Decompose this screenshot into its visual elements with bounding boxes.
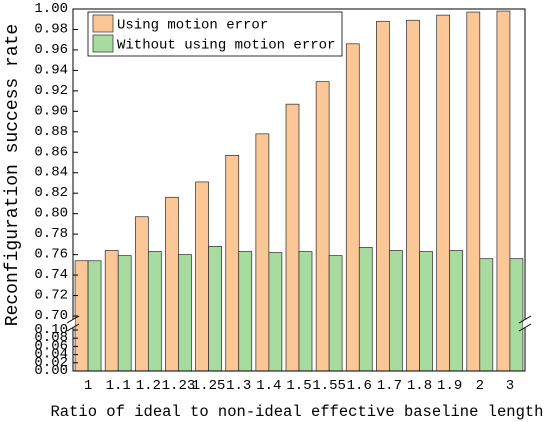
x-tick-label: 1.9 <box>437 378 462 394</box>
axis-break-left-gap <box>71 318 75 329</box>
bar-using-motion-error-1-7 <box>376 20 390 372</box>
bar-without-using-motion-error-1-4 <box>268 252 283 372</box>
axis-break-right <box>518 315 532 332</box>
bar-without-using-motion-error-1-23 <box>178 254 192 372</box>
bar-using-motion-error-1-6 <box>345 43 360 372</box>
y-tick-label: 0.92 <box>34 83 68 99</box>
bar-using-motion-error-1-2 <box>134 216 149 372</box>
axis-break-right-mark-upper <box>518 315 532 324</box>
bar-without-using-motion-error-1-8 <box>419 251 433 372</box>
x-tick-label: 3 <box>506 378 514 394</box>
x-tick-label: 1.25 <box>192 378 226 394</box>
bar-without-using-motion-error-1-1 <box>117 255 132 372</box>
x-tick-label: 1.5 <box>286 378 311 394</box>
x-tick-label: 1.55 <box>312 378 346 394</box>
x-axis-tick-labels: 1 1.1 1.2 1.231.25 1.3 1.4 1.5 1.55 1.6 1.7 1.8 1.9… <box>84 378 514 394</box>
y-tick-label: 0.90 <box>34 103 68 119</box>
axis-break-right-mark-lower <box>518 323 532 332</box>
bar-without-using-motion-error-1-3 <box>238 251 253 372</box>
y-tick-label: 0.88 <box>34 124 68 140</box>
bar-using-motion-error-3 <box>496 10 511 372</box>
bar-without-using-motion-error-3 <box>509 258 524 372</box>
y-tick-label: 0.70 <box>34 308 68 324</box>
y-tick-label: 0.72 <box>34 288 68 304</box>
legend-label-using-motion-error: Using motion error <box>117 18 268 34</box>
bar-without-using-motion-error-1 <box>87 260 102 372</box>
x-tick-label: 1.3 <box>226 378 251 394</box>
bar-without-using-motion-error-1-9 <box>449 250 464 372</box>
bar-using-motion-error-1-9 <box>436 14 451 372</box>
x-tick-label: 1 <box>84 378 92 394</box>
bar-using-motion-error-1-23 <box>165 196 179 372</box>
legend: Using motion error Without using motion … <box>87 11 343 57</box>
y-axis-label: Reconfiguration success rate <box>3 24 23 326</box>
x-tick-label: 1.8 <box>407 378 432 394</box>
bar-using-motion-error-1-8 <box>406 19 420 372</box>
x-tick-label: 1.6 <box>347 378 372 394</box>
bar-without-using-motion-error-1-6 <box>358 247 373 372</box>
y-tick-label: 0.00 <box>34 363 68 379</box>
x-tick-label: 1.1 <box>106 378 131 394</box>
bar-using-motion-error-1-3 <box>225 154 240 372</box>
bar-using-motion-error-1-4 <box>255 133 270 372</box>
y-tick-label: 0.80 <box>34 206 68 222</box>
bar-without-using-motion-error-1-7 <box>389 250 403 372</box>
y-tick-label: 0.82 <box>34 185 68 201</box>
y-tick-label: 0.74 <box>34 267 68 283</box>
y-tick-label: 0.06 <box>34 338 68 354</box>
y-tick-label: 0.02 <box>34 355 68 371</box>
axis-break-right-gap <box>523 318 527 329</box>
y-tick-label: 0.96 <box>34 42 68 58</box>
y-axis-ticks: 0.000.020.040.060.080.100.70 0.72 0.74 0.76… <box>34 1 78 379</box>
x-tick-label: 1.4 <box>256 378 281 394</box>
x-tick-label: 1.7 <box>377 378 402 394</box>
legend-swatch-without-using-motion-error <box>92 34 114 53</box>
y-tick-label: 0.94 <box>34 62 68 78</box>
bar-without-using-motion-error-2 <box>479 258 494 372</box>
bars-group <box>74 10 524 372</box>
x-tick-label: 1.2 <box>136 378 161 394</box>
y-tick-label: 0.76 <box>34 247 68 263</box>
y-tick-label: 0.10 <box>34 322 68 338</box>
bar-using-motion-error-1-5 <box>285 103 300 372</box>
y-tick-label: 0.78 <box>34 226 68 242</box>
legend-label-without-using-motion-error: Without using motion error <box>117 38 335 54</box>
x-tick-label: 1.23 <box>162 378 196 394</box>
axis-break-left-mark-lower <box>66 323 80 332</box>
bar-using-motion-error-1-25 <box>195 181 209 372</box>
axis-break-left <box>66 315 80 332</box>
bar-using-motion-error-1-1 <box>104 250 119 372</box>
y-tick-label: 0.98 <box>34 21 68 37</box>
x-tick-label: 2 <box>476 378 484 394</box>
y-tick-label: 0.84 <box>34 165 68 181</box>
y-tick-label: 0.08 <box>34 330 68 346</box>
axis-break-left-mark-upper <box>66 315 80 324</box>
plot-frame <box>72 8 526 372</box>
legend-swatch-using-motion-error <box>92 14 114 33</box>
bar-without-using-motion-error-1-2 <box>147 251 162 372</box>
y-tick-label: 0.86 <box>34 144 68 160</box>
y-tick-label: 1.00 <box>34 1 68 17</box>
y-tick-label: 0.04 <box>34 347 68 363</box>
legend-frame <box>87 11 343 57</box>
bar-using-motion-error-1-55 <box>315 81 330 372</box>
x-axis-label: Ratio of ideal to non-ideal effective ba… <box>51 403 544 421</box>
bar-without-using-motion-error-1-55 <box>328 255 343 372</box>
bar-using-motion-error-2 <box>466 11 481 372</box>
bar-without-using-motion-error-1-5 <box>298 251 313 372</box>
bar-without-using-motion-error-1-25 <box>208 246 222 372</box>
